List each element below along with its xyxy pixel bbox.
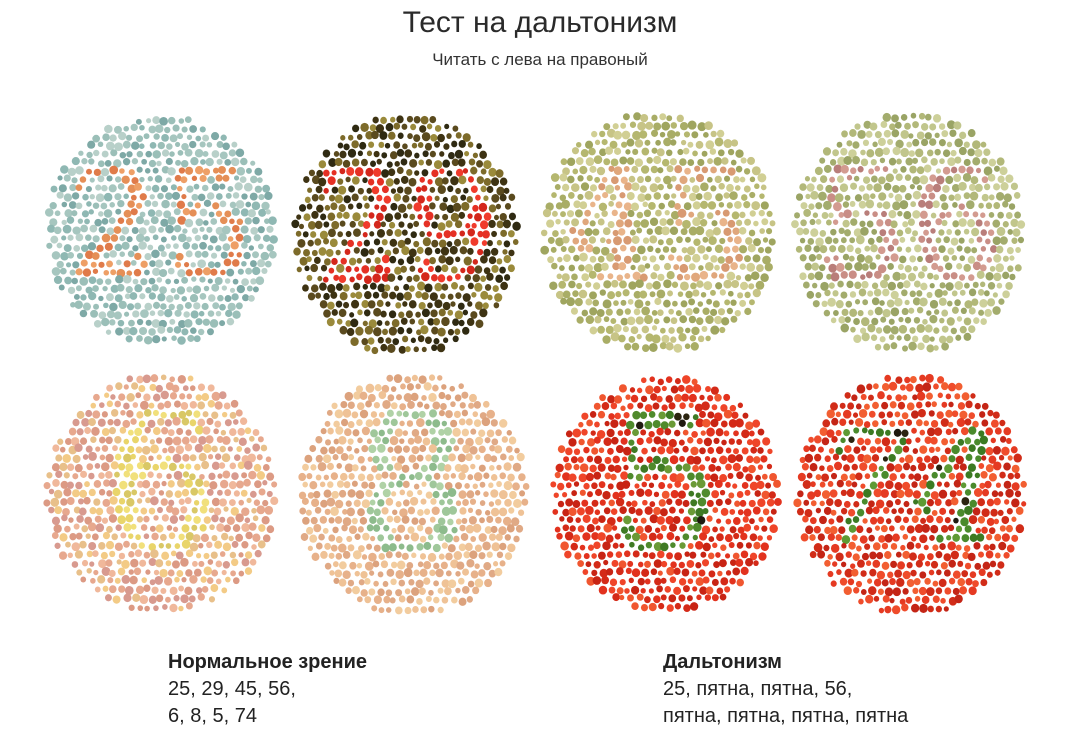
plate-dots bbox=[293, 370, 531, 620]
ishihara-plate-8 bbox=[793, 370, 1029, 620]
legend-normal-line-2: 6, 8, 5, 74 bbox=[168, 705, 257, 727]
ishihara-plate-3 bbox=[537, 108, 780, 358]
ishihara-plate-6 bbox=[293, 370, 531, 620]
legend-colorblind-line-1: 25, пятна, пятна, 56, bbox=[663, 678, 853, 700]
legend-colorblind-heading: Дальтонизм bbox=[663, 651, 782, 673]
legend-normal-heading: Нормальное зрение bbox=[168, 651, 368, 673]
plate-dots bbox=[42, 112, 280, 350]
plate-dots bbox=[290, 110, 522, 360]
plate-dots bbox=[793, 370, 1029, 620]
ishihara-plate-7 bbox=[548, 372, 784, 618]
ishihara-plate-4 bbox=[790, 108, 1028, 358]
page-title: Тест на дальтонизм bbox=[402, 6, 678, 39]
ishihara-plate-5 bbox=[42, 370, 280, 618]
plate-dots bbox=[790, 108, 1028, 358]
plate-dots bbox=[548, 372, 784, 618]
ishihara-plate-2 bbox=[290, 110, 522, 360]
page-subtitle: Читать с лева на правоный bbox=[432, 50, 648, 69]
legend-normal-vision: Нормальное зрение 25, 29, 45, 56, 6, 8, … bbox=[168, 649, 367, 730]
plate-dots bbox=[537, 108, 780, 358]
ishihara-plate-1 bbox=[42, 112, 280, 350]
legend-normal-line-1: 25, 29, 45, 56, bbox=[168, 678, 296, 700]
legend-colorblind-line-2: пятна, пятна, пятна, пятна bbox=[663, 705, 909, 727]
legend-colorblind: Дальтонизм 25, пятна, пятна, 56, пятна, … bbox=[663, 649, 908, 730]
plate-dots bbox=[42, 370, 280, 618]
